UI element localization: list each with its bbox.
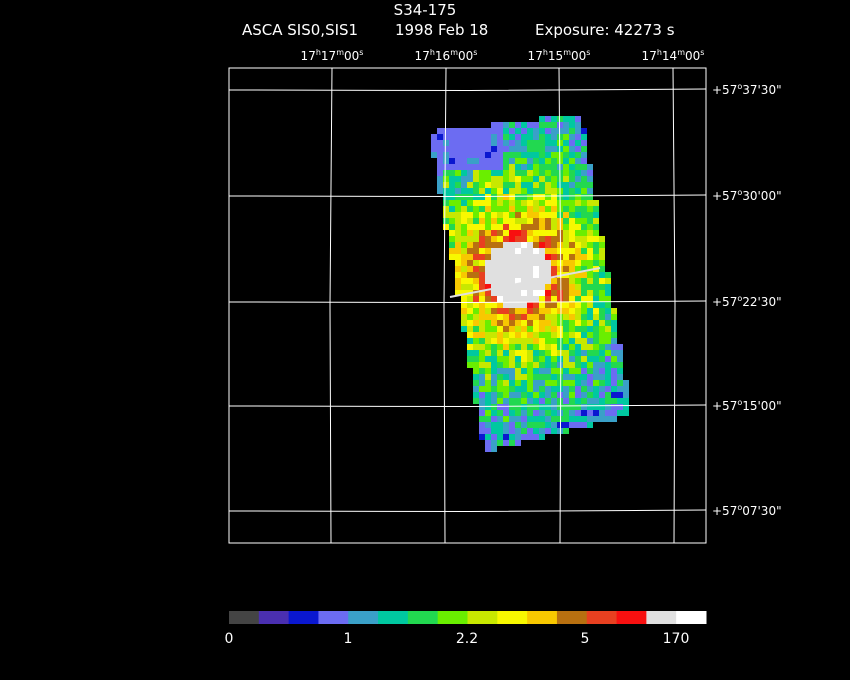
colorbar-swatch [229, 611, 260, 624]
ra-tick-label: 17h14m00s [641, 48, 705, 63]
image-title: S34-175 [393, 1, 457, 19]
observation-date: 1998 Feb 18 [395, 21, 489, 39]
colorbar-tick-label: 1 [343, 631, 353, 647]
dec-tick-label: +57o22'30" [712, 294, 782, 309]
colorbar-swatch [258, 611, 290, 624]
colorbar-swatch [378, 611, 409, 624]
colorbar-tick-label: 170 [662, 631, 690, 647]
colorbar-swatch [348, 611, 379, 624]
dec-tick-label: +57o37'30" [712, 82, 782, 97]
ra-tick-label: 17h16m00s [414, 48, 478, 63]
colorbar-swatch [527, 611, 558, 624]
dec-tick-label: +57o15'00" [712, 398, 782, 413]
exposure-label: Exposure: 42273 s [535, 21, 675, 39]
dec-grid-line [228, 88, 707, 92]
colorbar-swatch [497, 611, 528, 624]
ra-tick-label: 17h15m00s [527, 48, 591, 63]
colorbar-tick-label: 5 [580, 631, 590, 647]
colorbar-tick-label: 2.2 [455, 631, 479, 647]
dec-grid-line [228, 509, 707, 513]
colorbar-swatch [467, 611, 498, 624]
colorbar-swatch [586, 611, 618, 624]
colorbar-swatch [616, 611, 647, 624]
coordinate-grid [228, 67, 707, 544]
colorbar-swatch [437, 611, 468, 624]
instrument-label: ASCA SIS0,SIS1 [242, 21, 359, 39]
ra-grid-line [558, 67, 562, 544]
colorbar-swatch [288, 611, 319, 624]
dec-tick-label: +57o07'30" [712, 503, 782, 518]
colorbar-swatch [318, 611, 349, 624]
ra-grid-line [329, 67, 333, 544]
dec-grid-line [228, 404, 707, 408]
colorbar-swatch [407, 611, 439, 624]
dec-grid-line [228, 194, 707, 198]
dec-grid-line [228, 300, 707, 304]
colorbar-tick-label: 0 [224, 631, 234, 647]
ra-grid-line [672, 67, 676, 544]
colorbar-swatch [676, 611, 707, 624]
colorbar [229, 611, 707, 624]
dec-tick-label: +57o30'00" [712, 188, 782, 203]
ra-tick-label: 17h17m00s [300, 48, 364, 63]
colorbar-swatch [556, 611, 588, 624]
ra-grid-line [443, 67, 447, 544]
colorbar-swatch [646, 611, 677, 624]
